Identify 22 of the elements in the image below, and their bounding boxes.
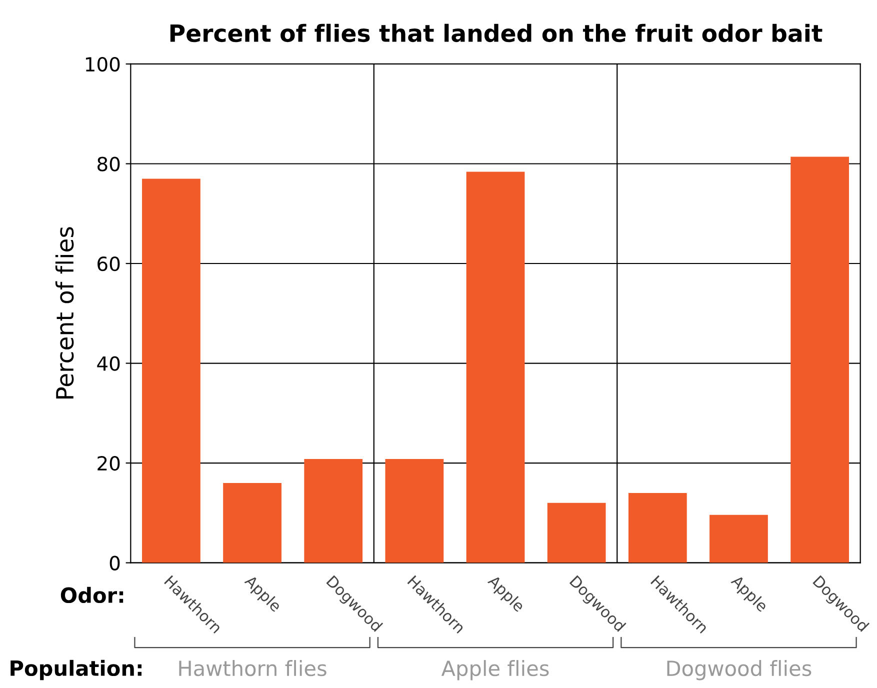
bar (142, 178, 200, 563)
bar (304, 459, 363, 563)
text: Dogwood flies (667, 660, 812, 680)
y-tick-label: 100 (86, 56, 120, 72)
x-axis-title: Odor: (60, 586, 124, 604)
chart-title: Percent of flies that landed on the fruit odor bait (170, 24, 822, 42)
bar (710, 514, 768, 563)
y-tick-label: 40 (97, 356, 120, 371)
y-axis-title: Percent of flies (55, 227, 74, 398)
text: Population: (10, 660, 142, 680)
y-tick-label: 80 (98, 156, 120, 172)
y-tick-label: 0 (110, 556, 120, 570)
bar (223, 482, 282, 563)
y-tick-label: 20 (98, 456, 120, 471)
bar (628, 492, 687, 563)
bar (547, 502, 606, 563)
text: Apple flies (441, 660, 549, 680)
y-tick-label: 60 (98, 256, 120, 272)
bar (790, 156, 849, 563)
bar (385, 459, 444, 563)
bar (466, 172, 525, 563)
text: Hawthorn flies (179, 660, 326, 676)
